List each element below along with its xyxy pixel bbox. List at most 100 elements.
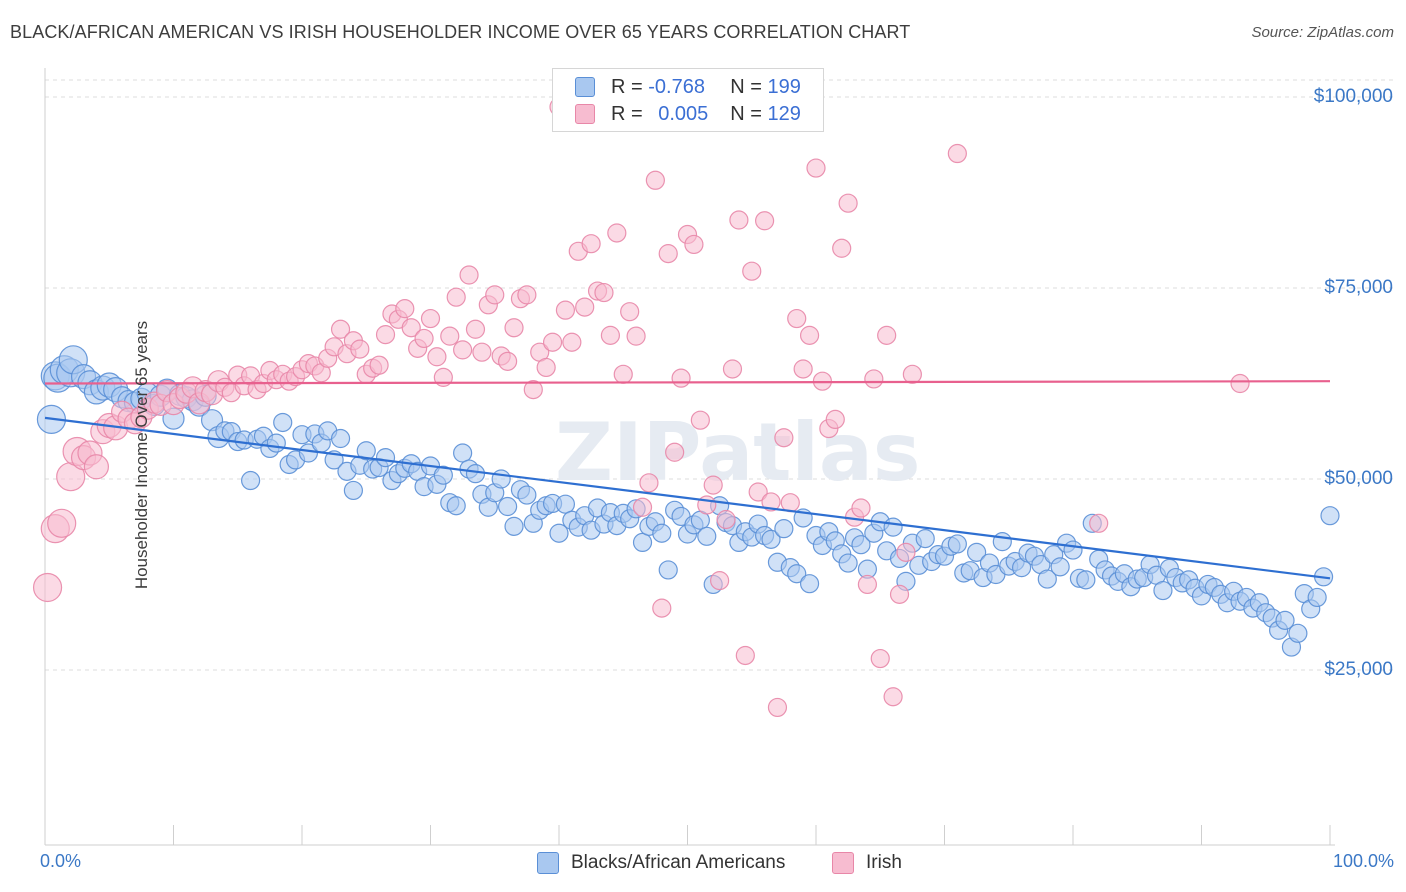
irish-point [581, 234, 601, 254]
irish-point [825, 409, 845, 430]
legend-swatch-pink [575, 104, 595, 124]
irish-point [414, 328, 434, 349]
bottom-legend-label: Blacks/African Americans [571, 852, 786, 873]
irish-point [459, 265, 479, 285]
blacks-point [1153, 580, 1173, 601]
irish-point [870, 648, 890, 669]
irish-point [864, 369, 884, 389]
irish-point [658, 244, 678, 264]
blacks-point [915, 528, 935, 549]
bottom-legend-swatch-pink [832, 852, 854, 874]
trend-lines [44, 380, 1331, 580]
blacks-point [356, 441, 376, 461]
legend-r-value: -0.768 [648, 75, 705, 98]
irish-point [767, 697, 788, 718]
irish-point [793, 359, 813, 379]
blacks-point [266, 433, 286, 453]
blacks-point [799, 574, 820, 594]
legend-n-value: 129 [767, 102, 801, 125]
irish-point [716, 509, 736, 530]
irish-point [877, 325, 897, 345]
irish-point [555, 300, 576, 320]
blacks-point [241, 470, 261, 491]
legend-row-irish: R = 0.005 N = 129 [575, 102, 801, 126]
irish-point [401, 318, 421, 338]
irish-point [896, 542, 916, 562]
blacks-point [498, 496, 518, 517]
bottom-legend-blacks: Blacks/African Americans [537, 852, 785, 874]
blacks-point [1307, 587, 1327, 608]
y-tick-label: $50,000 [1324, 468, 1393, 489]
blacks-point [1275, 610, 1295, 630]
y-tick-label: $25,000 [1324, 659, 1393, 680]
irish-point [710, 571, 730, 591]
blacks-point [652, 523, 672, 543]
irish-point [600, 325, 621, 345]
blacks-point [465, 464, 486, 484]
blacks-trend-line [44, 416, 1331, 580]
irish-point [729, 210, 749, 230]
source-label: Source: ZipAtlas.com [1251, 24, 1394, 41]
bottom-legend-swatch-blue [537, 852, 559, 874]
bottom-legend-label: Irish [866, 852, 902, 873]
irish-point [722, 359, 743, 379]
irish-trend-line [44, 380, 1331, 385]
irish-point [652, 598, 672, 618]
irish-point [350, 339, 370, 359]
blacks-point [1320, 506, 1340, 526]
blacks-point [883, 517, 903, 537]
irish-point [620, 302, 640, 322]
irish-point [883, 687, 903, 707]
irish-point [465, 319, 486, 339]
irish-point [645, 170, 665, 190]
blacks-point [697, 526, 717, 546]
irish-point [703, 475, 723, 495]
irish-point [806, 158, 826, 178]
irish-point [607, 223, 627, 243]
legend-r-label: R = [611, 102, 643, 125]
irish-point [47, 508, 77, 538]
irish-point [594, 282, 614, 303]
blacks-point [761, 529, 781, 549]
irish-point [446, 287, 466, 307]
irish-point [671, 368, 691, 388]
legend-n-value: 199 [767, 75, 801, 98]
irish-point [369, 355, 389, 375]
chart-title: BLACK/AFRICAN AMERICAN VS IRISH HOUSEHOL… [10, 22, 911, 42]
irish-point [799, 325, 820, 345]
blacks-point [491, 469, 511, 489]
blacks-point [517, 485, 537, 505]
irish-point [780, 493, 800, 513]
irish-point [330, 319, 351, 339]
irish-point [523, 380, 543, 400]
blacks-point [273, 412, 293, 433]
y-tick-label: $75,000 [1324, 277, 1393, 298]
legend-row-blacks: R = -0.768 N = 199 [575, 75, 801, 99]
irish-point [472, 342, 492, 362]
bottom-legend-irish: Irish [832, 852, 902, 874]
irish-point [32, 572, 63, 603]
irish-point [420, 308, 441, 329]
watermark: ZIPatlas [555, 406, 921, 499]
irish-point [947, 143, 967, 164]
irish-point [742, 261, 762, 281]
irish-point [684, 234, 704, 255]
blacks-point [658, 560, 678, 580]
blacks-point [774, 519, 794, 539]
blacks-point [453, 443, 473, 463]
legend-r-label: R = [611, 75, 643, 98]
irish-point [453, 340, 473, 360]
irish-point [83, 454, 110, 480]
legend-n-label: N = [730, 102, 762, 125]
y-axis-label: Householder Income Over 65 years [132, 320, 152, 590]
irish-point [562, 332, 582, 352]
legend-n-label: N = [730, 75, 762, 98]
irish-point [536, 357, 556, 378]
blacks-point [549, 523, 569, 543]
blacks-point [446, 496, 466, 516]
irish-point [787, 308, 807, 329]
blacks-point [1050, 557, 1070, 577]
irish-point [613, 364, 633, 384]
correlation-legend: R = -0.768 N = 199 R = 0.005 N = 129 [552, 68, 824, 132]
